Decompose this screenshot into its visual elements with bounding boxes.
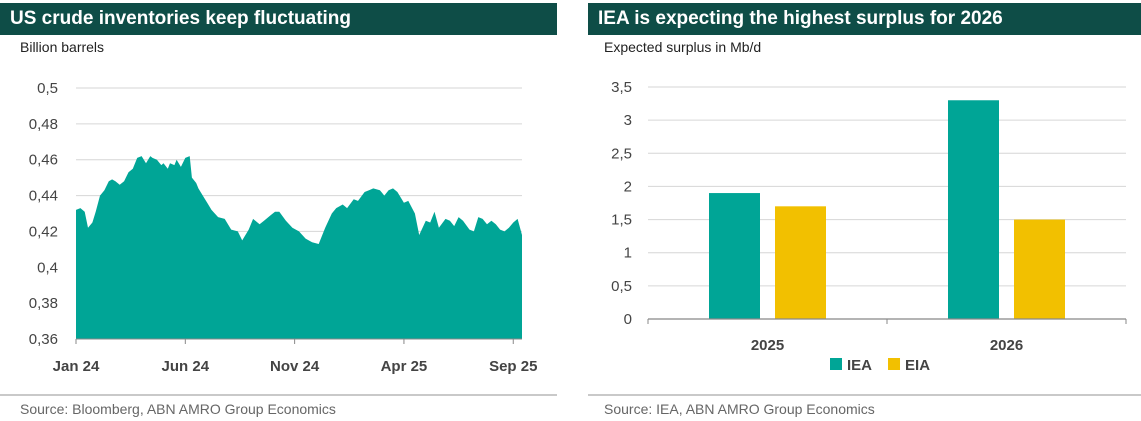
y-tick-label: 1 bbox=[624, 245, 632, 262]
surplus-bar-chart: 0 0,5 1 1,5 2 2,5 3 3,5 2025 2026 IEA EIA bbox=[611, 79, 1127, 374]
x-tick-label: Jun 24 bbox=[162, 358, 210, 375]
y-tick-label: 0,36 bbox=[29, 331, 58, 348]
x-tick-label: Jan 24 bbox=[53, 358, 100, 375]
x-tick-label: 2026 bbox=[990, 337, 1023, 354]
left-chart-title: US crude inventories keep fluctuating bbox=[0, 3, 557, 35]
y-tick-label: 3 bbox=[624, 112, 632, 129]
y-tick-label: 0,4 bbox=[37, 259, 58, 276]
bar-eia-2025 bbox=[775, 206, 826, 319]
x-tick-label: Nov 24 bbox=[270, 358, 320, 375]
right-chart-source: Source: IEA, ABN AMRO Group Economics bbox=[588, 394, 1141, 417]
y-tick-label: 3,5 bbox=[611, 79, 632, 96]
right-chart-unit-label: Expected surplus in Mb/d bbox=[604, 39, 762, 55]
legend-swatch-iea bbox=[830, 358, 842, 370]
y-tick-label: 1,5 bbox=[611, 212, 632, 229]
legend-swatch-eia bbox=[888, 358, 901, 370]
x-tick-label: Apr 25 bbox=[381, 358, 428, 375]
right-chart-title: IEA is expecting the highest surplus for… bbox=[588, 3, 1141, 35]
right-chart-panel: IEA is expecting the highest surplus for… bbox=[588, 0, 1141, 421]
y-tick-label: 2,5 bbox=[611, 145, 632, 162]
bar-eia-2026 bbox=[1014, 219, 1065, 319]
y-tick-label: 0,5 bbox=[37, 80, 58, 97]
inventories-area-chart: 0,36 0,38 0,4 0,42 0,44 0,46 0,48 0,5 Jan 24 Jun … bbox=[29, 80, 538, 375]
y-tick-label: 0,5 bbox=[611, 278, 632, 295]
y-tick-label: 0,44 bbox=[29, 188, 58, 205]
chart-legend: IEA EIA bbox=[830, 357, 930, 374]
y-tick-label: 0 bbox=[624, 311, 632, 328]
left-chart-panel: US crude inventories keep fluctuating Bi… bbox=[0, 0, 557, 421]
legend-label-iea: IEA bbox=[847, 357, 872, 374]
inventories-area-series bbox=[76, 156, 522, 339]
y-tick-label: 2 bbox=[624, 178, 632, 195]
y-tick-label: 0,46 bbox=[29, 152, 58, 169]
left-chart-source: Source: Bloomberg, ABN AMRO Group Econom… bbox=[0, 394, 557, 417]
x-tick-label: 2025 bbox=[751, 337, 784, 354]
y-tick-label: 0,42 bbox=[29, 223, 58, 240]
y-tick-label: 0,38 bbox=[29, 295, 58, 312]
bar-iea-2025 bbox=[709, 193, 760, 319]
y-tick-label: 0,48 bbox=[29, 116, 58, 133]
left-chart-unit-label: Billion barrels bbox=[20, 39, 105, 55]
legend-label-eia: EIA bbox=[905, 357, 930, 374]
bar-iea-2026 bbox=[948, 100, 999, 319]
x-tick-label: Sep 25 bbox=[489, 358, 537, 375]
